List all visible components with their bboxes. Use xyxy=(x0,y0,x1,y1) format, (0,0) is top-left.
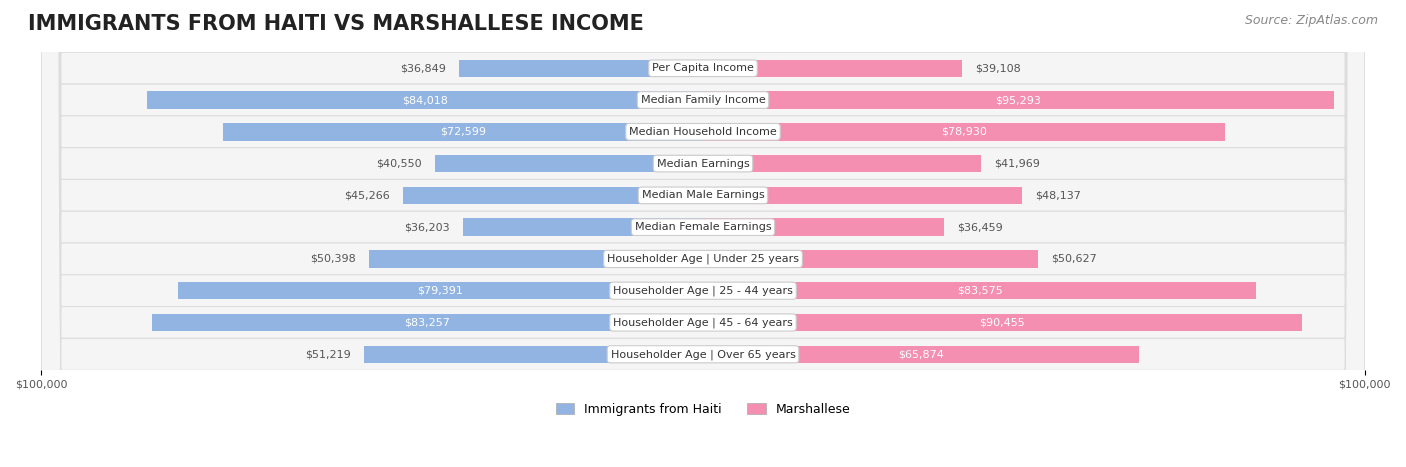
Text: $84,018: $84,018 xyxy=(402,95,449,105)
FancyBboxPatch shape xyxy=(370,250,703,268)
Text: $40,550: $40,550 xyxy=(375,159,422,169)
FancyBboxPatch shape xyxy=(222,123,703,141)
Text: $79,391: $79,391 xyxy=(418,286,463,296)
Text: Median Earnings: Median Earnings xyxy=(657,159,749,169)
FancyBboxPatch shape xyxy=(41,0,1365,467)
Text: Householder Age | 25 - 44 years: Householder Age | 25 - 44 years xyxy=(613,285,793,296)
Text: $78,930: $78,930 xyxy=(941,127,987,137)
Text: Householder Age | Under 25 years: Householder Age | Under 25 years xyxy=(607,254,799,264)
FancyBboxPatch shape xyxy=(703,250,1038,268)
FancyBboxPatch shape xyxy=(434,155,703,172)
Text: Median Male Earnings: Median Male Earnings xyxy=(641,191,765,200)
Text: Median Household Income: Median Household Income xyxy=(628,127,778,137)
FancyBboxPatch shape xyxy=(703,314,1302,331)
FancyBboxPatch shape xyxy=(41,0,1365,467)
Text: $83,257: $83,257 xyxy=(405,318,450,327)
FancyBboxPatch shape xyxy=(41,0,1365,467)
FancyBboxPatch shape xyxy=(703,155,981,172)
Text: $65,874: $65,874 xyxy=(898,349,943,359)
FancyBboxPatch shape xyxy=(404,187,703,204)
Text: $95,293: $95,293 xyxy=(995,95,1042,105)
Text: $39,108: $39,108 xyxy=(974,63,1021,73)
Text: Median Family Income: Median Family Income xyxy=(641,95,765,105)
Text: $51,219: $51,219 xyxy=(305,349,352,359)
Text: IMMIGRANTS FROM HAITI VS MARSHALLESE INCOME: IMMIGRANTS FROM HAITI VS MARSHALLESE INC… xyxy=(28,14,644,34)
Text: $48,137: $48,137 xyxy=(1035,191,1081,200)
Text: Source: ZipAtlas.com: Source: ZipAtlas.com xyxy=(1244,14,1378,27)
Text: Householder Age | Over 65 years: Householder Age | Over 65 years xyxy=(610,349,796,360)
FancyBboxPatch shape xyxy=(177,282,703,299)
Text: $36,849: $36,849 xyxy=(401,63,446,73)
FancyBboxPatch shape xyxy=(41,0,1365,467)
Legend: Immigrants from Haiti, Marshallese: Immigrants from Haiti, Marshallese xyxy=(551,398,855,421)
FancyBboxPatch shape xyxy=(460,59,703,77)
FancyBboxPatch shape xyxy=(364,346,703,363)
Text: Median Female Earnings: Median Female Earnings xyxy=(634,222,772,232)
Text: $36,459: $36,459 xyxy=(957,222,1004,232)
FancyBboxPatch shape xyxy=(703,91,1334,109)
Text: $90,455: $90,455 xyxy=(980,318,1025,327)
Text: $50,627: $50,627 xyxy=(1052,254,1097,264)
Text: $36,203: $36,203 xyxy=(405,222,450,232)
Text: $72,599: $72,599 xyxy=(440,127,486,137)
FancyBboxPatch shape xyxy=(41,0,1365,467)
Text: $50,398: $50,398 xyxy=(311,254,356,264)
FancyBboxPatch shape xyxy=(703,187,1022,204)
FancyBboxPatch shape xyxy=(41,0,1365,467)
FancyBboxPatch shape xyxy=(703,219,945,236)
Text: $83,575: $83,575 xyxy=(956,286,1002,296)
FancyBboxPatch shape xyxy=(703,123,1225,141)
Text: $45,266: $45,266 xyxy=(344,191,391,200)
FancyBboxPatch shape xyxy=(41,0,1365,467)
FancyBboxPatch shape xyxy=(41,0,1365,467)
FancyBboxPatch shape xyxy=(148,91,703,109)
FancyBboxPatch shape xyxy=(41,0,1365,467)
FancyBboxPatch shape xyxy=(703,282,1256,299)
FancyBboxPatch shape xyxy=(703,346,1139,363)
FancyBboxPatch shape xyxy=(464,219,703,236)
FancyBboxPatch shape xyxy=(41,0,1365,467)
Text: $41,969: $41,969 xyxy=(994,159,1040,169)
FancyBboxPatch shape xyxy=(152,314,703,331)
FancyBboxPatch shape xyxy=(703,59,962,77)
Text: Householder Age | 45 - 64 years: Householder Age | 45 - 64 years xyxy=(613,317,793,328)
Text: Per Capita Income: Per Capita Income xyxy=(652,63,754,73)
